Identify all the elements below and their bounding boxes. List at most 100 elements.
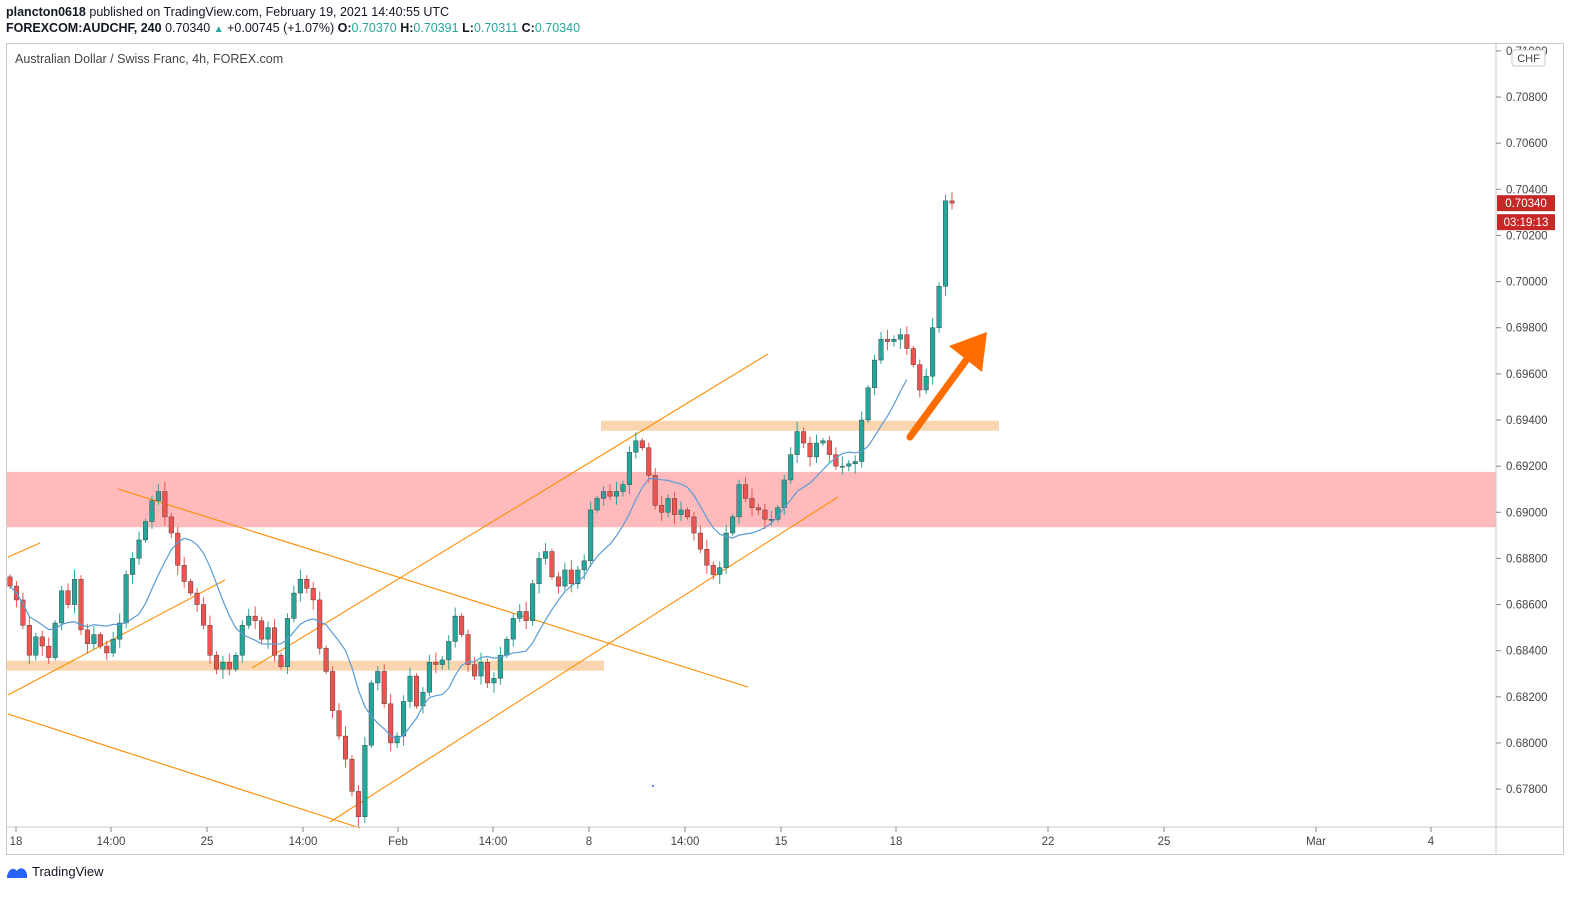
candle-body	[613, 491, 619, 497]
price-tick-label: 0.69200	[1506, 461, 1548, 473]
candle-body	[39, 636, 45, 647]
chart-frame[interactable]	[6, 43, 1564, 855]
candle-body	[259, 620, 265, 640]
candle-body	[272, 627, 278, 656]
candle-body	[517, 611, 523, 619]
low-label: L:	[462, 21, 474, 35]
candle-body	[820, 440, 826, 444]
candle-body	[659, 505, 665, 513]
author-name[interactable]: plancton0618	[6, 5, 86, 19]
candle-body	[884, 339, 890, 342]
price-tick-label: 0.70200	[1506, 230, 1548, 242]
chart-title: Australian Dollar / Swiss Franc, 4h, FOR…	[15, 52, 284, 66]
candle-body	[394, 735, 400, 744]
price-tick-label: 0.68200	[1506, 692, 1548, 704]
candle-body	[872, 359, 878, 388]
candle-body	[310, 588, 316, 601]
candle-body	[278, 655, 284, 668]
candle-body	[891, 339, 897, 342]
symbol-label: FOREXCOM:AUDCHF, 240	[6, 21, 162, 35]
candle-body	[814, 442, 820, 458]
time-tick-label: 14:00	[671, 836, 700, 848]
candle-body	[388, 703, 394, 744]
candle-body	[181, 565, 187, 582]
candle-body	[936, 286, 942, 328]
candle-body	[846, 463, 852, 467]
candle-body	[142, 521, 148, 541]
candle-body	[349, 758, 355, 792]
candle-body	[575, 569, 581, 584]
candle-body	[246, 615, 252, 626]
candle-body	[284, 618, 290, 668]
candle-body	[491, 678, 497, 684]
candle-body	[26, 625, 32, 656]
time-tick-label: 8	[586, 836, 592, 848]
candle-body	[104, 645, 110, 654]
time-tick-label: 25	[201, 836, 214, 848]
candle-body	[84, 629, 90, 644]
trend-arrow-shaft	[906, 355, 971, 441]
candle-body	[568, 569, 574, 584]
candle-body	[465, 634, 471, 665]
candle-body	[684, 509, 690, 518]
close-value: 0.70340	[534, 21, 581, 35]
price-tick-label: 0.68600	[1506, 600, 1548, 612]
high-value: 0.70391	[413, 21, 459, 35]
candle-body	[730, 516, 736, 534]
candle-body	[446, 641, 452, 661]
candle-body	[697, 532, 703, 550]
candle-body	[7, 576, 13, 587]
candle-body	[65, 590, 71, 605]
moving-average-line	[9, 379, 908, 740]
support-zone-low	[7, 660, 604, 671]
candle-body	[20, 599, 26, 626]
time-tick-label: 14:00	[289, 836, 318, 848]
trendline-4	[117, 488, 749, 688]
candle-body	[188, 581, 194, 594]
candle-body	[878, 339, 884, 361]
candle-body	[123, 574, 129, 624]
candle-body	[736, 484, 742, 518]
candle-body	[478, 662, 484, 677]
candle-body	[543, 551, 549, 559]
price-tick-label: 0.70400	[1506, 184, 1548, 196]
candle-body	[633, 440, 639, 453]
price-tick-label: 0.68400	[1506, 646, 1548, 658]
candle-body	[304, 578, 310, 589]
candle-body	[620, 484, 626, 492]
candle-body	[607, 491, 613, 497]
candle-body	[523, 611, 529, 621]
candle-body	[826, 440, 832, 455]
support-zone-high	[601, 420, 999, 431]
candle-body	[678, 509, 684, 515]
candle-body	[717, 567, 723, 575]
candle-body	[665, 498, 671, 513]
candle-body	[59, 590, 65, 624]
time-tick-label: 22	[1042, 836, 1055, 848]
time-tick-label: 18	[10, 836, 23, 848]
candle-body	[52, 622, 58, 658]
candle-body	[452, 615, 458, 642]
candle-body	[265, 627, 271, 640]
candle-body	[472, 664, 478, 677]
candle-body	[749, 498, 755, 508]
currency-box	[1511, 49, 1546, 67]
time-tick-label: 15	[775, 836, 788, 848]
price-change: +0.00745 (+1.07%)	[227, 21, 335, 35]
price-tick-label: 0.67800	[1506, 784, 1548, 796]
candle-body	[949, 200, 955, 204]
candle-body	[194, 592, 200, 605]
candle-body	[723, 532, 729, 568]
candle-body	[330, 671, 336, 711]
candle-body	[130, 558, 136, 575]
candle-body	[433, 662, 439, 665]
candle-body	[755, 507, 761, 511]
marker-dot	[652, 785, 654, 787]
candle-body	[897, 334, 903, 340]
time-tick-label: Mar	[1306, 836, 1326, 848]
candle-body	[581, 560, 587, 571]
candle-body	[226, 662, 232, 670]
candles	[7, 192, 955, 827]
tradingview-logo[interactable]: TradingView	[6, 864, 104, 879]
